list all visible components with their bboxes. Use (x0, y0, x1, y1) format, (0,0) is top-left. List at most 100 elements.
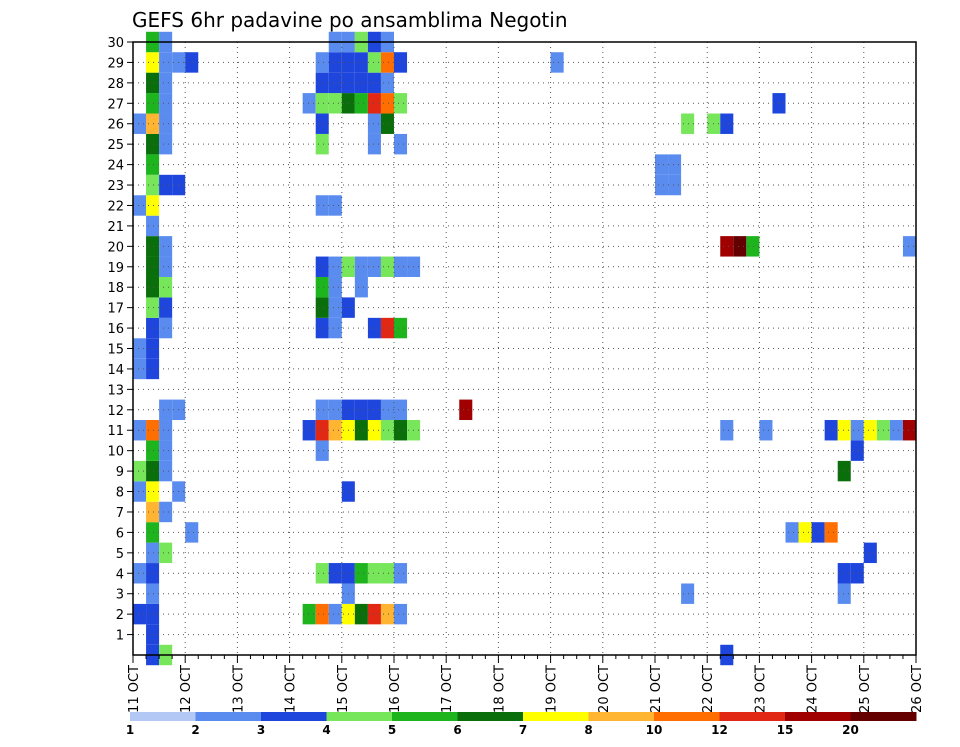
heatmap-cell (146, 154, 160, 175)
heatmap-cell (133, 603, 147, 625)
heatmap-cell (146, 195, 160, 216)
heatmap-cell (824, 522, 838, 543)
heatmap-cell (159, 256, 173, 277)
heatmap-cell (394, 256, 408, 277)
legend-label: 8 (584, 723, 592, 737)
heatmap-cell (367, 113, 381, 134)
heatmap-cell (394, 563, 408, 584)
heatmap-cell (837, 583, 851, 604)
heatmap-cell (328, 563, 342, 584)
x-tick-label: 17 OCT (440, 665, 455, 713)
heatmap-cell (159, 174, 173, 196)
heatmap-cell (354, 563, 368, 584)
heatmap-cell (315, 256, 329, 277)
heatmap-cell (159, 420, 173, 441)
x-tick-labels: 11 OCT 12 OCT 13 OCT 14 OCT 15 OCT 16 OCT 17 O… (127, 665, 925, 713)
heatmap-cell (159, 236, 173, 257)
heatmap-cell (354, 399, 368, 421)
heatmap-cell (367, 72, 381, 94)
heatmap-cell (146, 542, 160, 564)
y-tick-labels: 1234567891011121314151617181920212223242… (107, 36, 124, 644)
legend-swatch (785, 712, 851, 721)
y-tick-label: 20 (107, 240, 124, 255)
heatmap-cell (328, 72, 342, 94)
heatmap-cell (133, 338, 147, 359)
heatmap-cell (550, 52, 564, 73)
heatmap-cell (146, 317, 160, 339)
x-tick-label: 20 OCT (597, 665, 612, 713)
heatmap-cell (159, 133, 173, 155)
y-tick-label: 16 (107, 322, 124, 337)
heatmap-cell (315, 317, 329, 339)
heatmap-cells (133, 31, 916, 666)
x-tick-label: 16 OCT (388, 665, 403, 713)
heatmap-cell (328, 256, 342, 277)
heatmap-cell (315, 297, 329, 318)
x-tick-label: 19 OCT (545, 665, 560, 713)
heatmap-cell (133, 113, 147, 134)
y-tick-label: 24 (107, 159, 124, 174)
y-tick-label: 1 (116, 629, 124, 644)
heatmap-cell (655, 154, 669, 175)
y-tick-label: 21 (107, 220, 124, 235)
heatmap-cell (850, 563, 864, 584)
heatmap-cell (146, 583, 160, 604)
heatmap-cell (720, 420, 734, 441)
x-tick-label: 25 OCT (858, 665, 873, 713)
heatmap-cell (146, 603, 160, 625)
heatmap-cell (380, 317, 394, 339)
heatmap-cell (159, 501, 173, 523)
heatmap-cell (367, 399, 381, 421)
heatmap-cell (315, 563, 329, 584)
legend-label: 20 (842, 723, 859, 737)
heatmap-cell (185, 522, 199, 543)
color-legend: 1 2 3 4 5 6 7 8 10 12 15 20 (126, 712, 917, 737)
heatmap-cell (146, 215, 160, 237)
heatmap-cell (720, 113, 734, 134)
legend-label: 5 (388, 723, 396, 737)
legend-swatch (326, 712, 393, 721)
y-tick-label: 6 (116, 526, 124, 541)
heatmap-cell (681, 583, 695, 604)
legend-label: 6 (453, 723, 461, 737)
heatmap-cell (394, 52, 408, 73)
heatmap-cell (380, 420, 394, 441)
grid-lines (133, 42, 916, 655)
y-tick-label: 29 (107, 56, 124, 71)
heatmap-cell (380, 256, 394, 277)
y-tick-label: 8 (116, 486, 124, 501)
legend-label: 7 (519, 723, 527, 737)
heatmap-cell (668, 174, 682, 196)
heatmap-cell (733, 236, 747, 257)
heatmap-cell (850, 440, 864, 461)
legend-label: 1 (126, 723, 134, 737)
heatmap-cell (837, 563, 851, 584)
legend-label: 2 (191, 723, 199, 737)
heatmap-cell (146, 481, 160, 502)
y-tick-label: 25 (107, 138, 124, 153)
y-tick-label: 3 (116, 588, 124, 603)
heatmap-cell (146, 501, 160, 523)
y-tick-label: 9 (116, 465, 124, 480)
heatmap-cell (302, 420, 316, 441)
heatmap-cell (746, 236, 760, 257)
heatmap-cell (315, 133, 329, 155)
heatmap-cell (328, 93, 342, 114)
heatmap-cell (824, 420, 838, 441)
heatmap-cell (328, 317, 342, 339)
heatmap-cell (185, 52, 199, 73)
heatmap-cell (133, 460, 147, 482)
legend-swatch (130, 712, 196, 721)
y-tick-label: 17 (107, 302, 124, 317)
y-tick-label: 28 (107, 77, 124, 92)
heatmap-cell (146, 93, 160, 114)
y-tick-label: 10 (107, 445, 124, 460)
legend-label: 10 (646, 723, 663, 737)
heatmap-cell (837, 420, 851, 441)
heatmap-cell (863, 420, 877, 441)
heatmap-cell (380, 113, 394, 134)
heatmap-cell (315, 440, 329, 461)
heatmap-cell (146, 338, 160, 359)
heatmap-cell (133, 420, 147, 441)
heatmap-cell (367, 93, 381, 114)
